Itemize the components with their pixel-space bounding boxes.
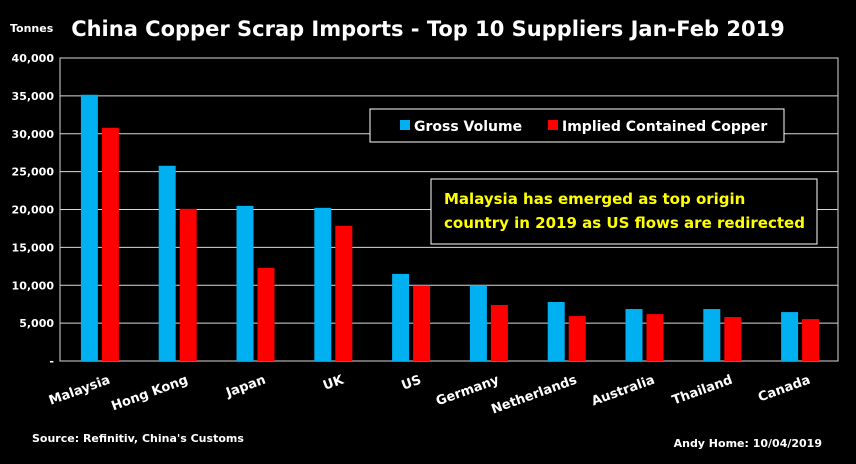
- legend-swatch-gross: [400, 120, 410, 130]
- x-tick-label: Japan: [223, 373, 268, 401]
- annotation-line-2: country in 2019 as US flows are redirect…: [444, 214, 805, 232]
- x-tick-label: Malaysia: [47, 373, 112, 409]
- bar-gross-uk: [314, 207, 332, 361]
- source-note: Source: Refinitiv, China's Customs: [32, 432, 244, 445]
- bar-contained-germany: [490, 305, 508, 361]
- bar-contained-australia: [646, 314, 664, 361]
- legend-swatch-contained: [548, 120, 558, 130]
- bar-contained-thailand: [724, 317, 742, 361]
- bar-contained-netherlands: [568, 316, 586, 361]
- bar-contained-canada: [802, 319, 820, 361]
- y-tick-label: 5,000: [19, 317, 54, 330]
- legend: Gross Volume Implied Contained Copper: [369, 108, 785, 143]
- chart-title: China Copper Scrap Imports - Top 10 Supp…: [71, 17, 785, 41]
- y-tick-label: 20,000: [12, 204, 55, 217]
- bar-gross-germany: [469, 285, 487, 361]
- x-tick-label: Australia: [590, 373, 657, 410]
- y-tick-label: 15,000: [12, 241, 55, 254]
- bar-gross-netherlands: [547, 301, 565, 361]
- x-tick-label: UK: [321, 372, 346, 393]
- bar-gross-thailand: [703, 309, 721, 361]
- bar-gross-japan: [236, 205, 254, 361]
- x-tick-label: US: [400, 373, 424, 394]
- x-tick-label: Canada: [756, 373, 812, 406]
- annotation-box: Malaysia has emerged as top origin count…: [430, 178, 818, 245]
- bar-contained-japan: [257, 267, 275, 361]
- bar-contained-hong-kong: [179, 208, 197, 361]
- y-tick-label: 40,000: [12, 52, 55, 65]
- annotation-line-1: Malaysia has emerged as top origin: [444, 190, 745, 208]
- legend-label-gross: Gross Volume: [414, 119, 522, 135]
- bar-gross-australia: [625, 309, 643, 361]
- x-tick-label: Thailand: [670, 373, 734, 409]
- y-tick-label: -: [49, 355, 54, 368]
- bar-gross-us: [392, 273, 410, 361]
- credit-note: Andy Home: 10/04/2019: [674, 437, 822, 450]
- y-tick-label: 35,000: [12, 90, 55, 103]
- y-axis-label: Tonnes: [10, 22, 54, 35]
- bar-contained-us: [413, 285, 431, 361]
- bar-contained-malaysia: [101, 127, 119, 361]
- y-tick-label: 30,000: [12, 128, 55, 141]
- y-tick-label: 25,000: [12, 166, 55, 179]
- legend-label-contained: Implied Contained Copper: [562, 119, 767, 135]
- bar-gross-malaysia: [80, 94, 98, 362]
- bar-gross-hong-kong: [158, 165, 176, 361]
- bar-contained-uk: [335, 225, 353, 361]
- x-tick-label: Netherlands: [489, 373, 579, 418]
- y-tick-label: 10,000: [12, 279, 55, 292]
- x-tick-label: Hong Kong: [110, 373, 191, 415]
- bar-gross-canada: [781, 312, 799, 361]
